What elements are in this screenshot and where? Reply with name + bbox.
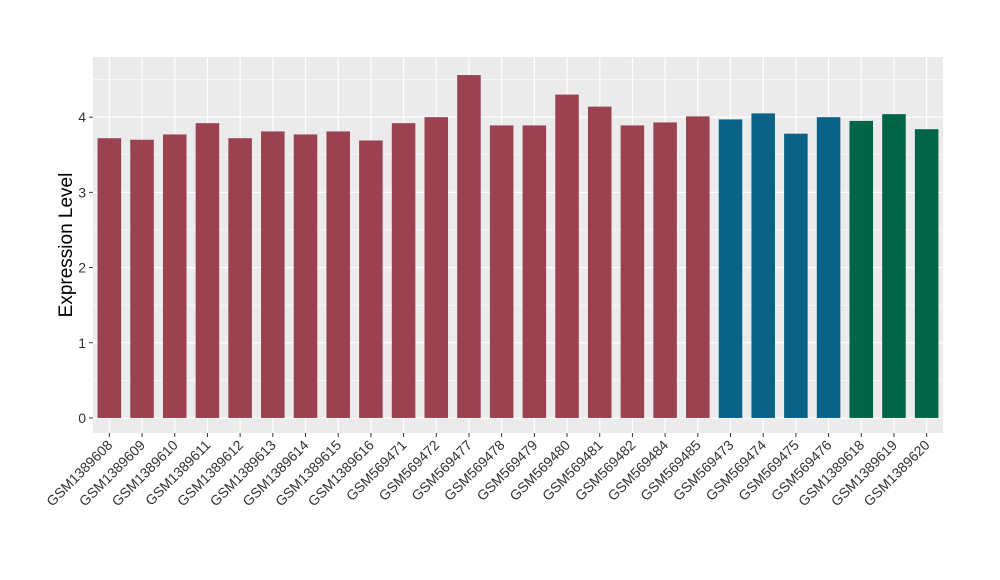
bar-GSM569480 [555, 94, 579, 418]
y-tick-label: 4 [78, 109, 86, 125]
bar-GSM569476 [816, 117, 841, 418]
bar-GSM569477 [457, 75, 481, 418]
y-tick-label: 2 [78, 260, 86, 276]
bar-GSM1389619 [882, 114, 906, 418]
bar-GSM569482 [620, 125, 645, 418]
bar-GSM1389615 [326, 131, 350, 418]
bar-GSM569481 [587, 106, 612, 418]
bar-GSM1389613 [261, 131, 285, 418]
bar-GSM1389616 [359, 140, 383, 418]
bar-GSM1389611 [195, 123, 220, 418]
bar-GSM1389610 [162, 134, 187, 418]
x-axis: GSM1389608GSM1389609GSM1389610GSM1389611… [43, 433, 933, 509]
y-axis-title: Expression Level [56, 173, 77, 318]
bars-group [97, 75, 939, 418]
bar-GSM1389609 [130, 139, 154, 418]
bar-GSM569471 [391, 123, 416, 418]
y-tick-label: 3 [78, 184, 86, 200]
bar-GSM1389612 [228, 138, 252, 418]
bar-GSM1389620 [914, 129, 939, 418]
bar-GSM569479 [522, 125, 547, 418]
plot-panel [93, 57, 943, 433]
bar-GSM569478 [489, 125, 514, 418]
y-tick-label: 1 [78, 335, 86, 351]
bar-GSM569475 [784, 133, 808, 418]
bar-GSM1389618 [849, 120, 874, 418]
bar-GSM569484 [653, 122, 677, 418]
bar-GSM1389614 [293, 134, 318, 418]
bar-GSM569473 [718, 119, 743, 418]
y-axis: 0 1 2 3 4 [78, 109, 93, 426]
bar-GSM569472 [424, 117, 449, 418]
bar-GSM1389608 [97, 138, 122, 418]
bar-GSM569485 [686, 116, 710, 418]
y-tick-label: 0 [78, 410, 86, 426]
bar-GSM569474 [751, 113, 775, 418]
